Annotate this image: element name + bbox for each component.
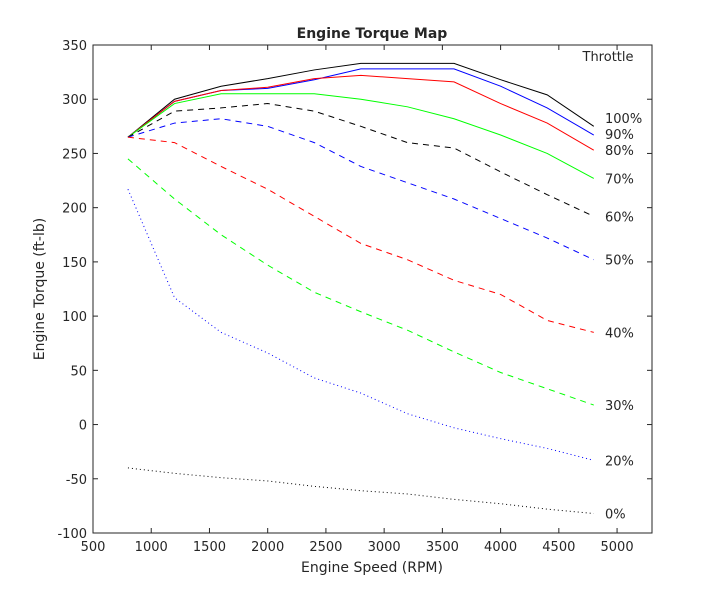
y-axis-label: Engine Torque (ft-lb) [32,218,48,360]
series-label: 0% [605,507,626,522]
series-label: 30% [605,399,634,414]
x-tick-label: 2500 [309,540,342,555]
series-line-40pct [127,136,594,333]
series-label: 70% [605,172,634,187]
legend-title: Throttle [582,50,634,65]
series-label: 50% [605,254,634,269]
y-tick-label: -50 [66,473,87,488]
x-tick-label: 5000 [601,540,634,555]
x-tick-label: 1000 [135,540,168,555]
series-line-0pct [127,467,594,514]
y-tick-label: 50 [70,364,87,379]
plot-box [92,44,653,534]
y-tick-label: 250 [62,147,87,162]
y-tick-label: -100 [57,527,87,542]
series-label: 60% [605,210,634,225]
series-line-30pct [127,158,594,406]
series-line-50pct [127,118,594,261]
y-tick-label: 0 [79,419,87,434]
series-line-90pct [127,68,595,138]
y-tick-label: 350 [62,39,87,54]
y-tick-label: 200 [62,202,87,217]
y-tick-label: 100 [62,310,87,325]
series-label: 80% [605,144,634,159]
x-tick-label: 3000 [368,540,401,555]
y-tick-label: 300 [62,93,87,108]
series-line-100pct [127,62,595,138]
x-tick-label: 3500 [426,540,459,555]
series-line-70pct [127,93,595,179]
y-tick-label: 150 [62,256,87,271]
series-label: 40% [605,326,634,341]
x-tick-label: 4500 [542,540,575,555]
x-tick-label: 1500 [193,540,226,555]
x-tick-label: 2000 [251,540,284,555]
series-label: 100% [605,112,642,127]
series-line-20pct [127,189,594,461]
x-tick-label: 500 [81,540,106,555]
series-line-80pct [127,74,595,151]
series-label: 90% [605,128,634,143]
x-axis-label: Engine Speed (RPM) [301,560,443,576]
series-label: 20% [605,454,634,469]
series-line-60pct [127,103,594,217]
x-tick-label: 4000 [484,540,517,555]
chart-title: Engine Torque Map [297,26,448,42]
